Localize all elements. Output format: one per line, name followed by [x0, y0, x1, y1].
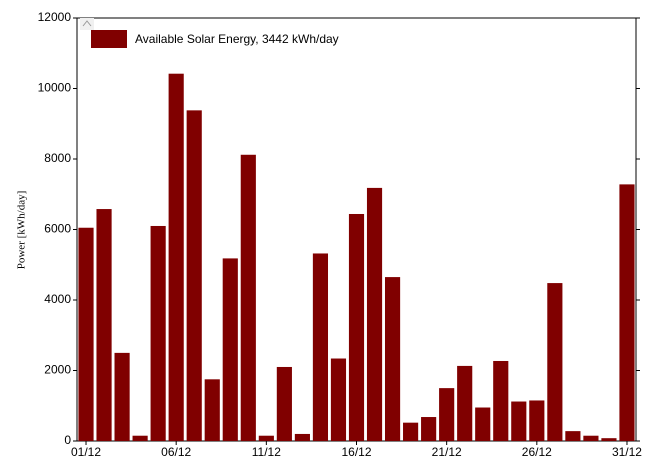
bar [366, 187, 383, 441]
y-tick-label: 8000 [44, 151, 71, 165]
bar [276, 366, 292, 441]
bar [493, 360, 509, 441]
y-tick-label: 2000 [44, 363, 71, 377]
bar [583, 435, 599, 441]
y-tick-label: 10000 [38, 81, 72, 95]
bar [330, 358, 347, 441]
legend-label: Available Solar Energy, 3442 kWh/day [135, 32, 339, 46]
legend-swatch [91, 30, 127, 48]
bar [150, 225, 166, 441]
bar [439, 388, 455, 441]
bar [168, 73, 184, 441]
x-tick-label: 31/12 [612, 445, 642, 459]
x-tick-label: 26/12 [522, 445, 552, 459]
y-tick-label: 6000 [44, 222, 71, 236]
x-tick-label: 11/12 [252, 445, 281, 459]
bar [547, 283, 563, 441]
bar [186, 110, 202, 441]
y-tick-label: 4000 [44, 292, 71, 306]
x-tick-label: 01/12 [71, 445, 101, 459]
scroll-icon [80, 18, 94, 30]
bar [421, 417, 437, 441]
bar [78, 227, 94, 441]
bar [403, 422, 419, 441]
bar [529, 400, 545, 441]
bar [294, 433, 310, 441]
bar [475, 407, 491, 441]
bar [222, 258, 238, 441]
bar [565, 431, 581, 441]
x-tick-label: 16/12 [341, 445, 371, 459]
y-axis-label: Power [kWh/day] [16, 191, 28, 270]
y-tick-label: 0 [64, 433, 71, 447]
bar [619, 184, 635, 441]
bar [384, 277, 401, 441]
bar [114, 352, 130, 441]
bar [511, 401, 527, 441]
x-tick-label: 21/12 [432, 445, 462, 459]
bar [204, 379, 220, 441]
bar [601, 438, 617, 441]
bar [348, 213, 365, 441]
bar [240, 154, 256, 441]
bar [96, 209, 112, 441]
bar [258, 435, 274, 441]
bar [312, 253, 329, 441]
y-tick-label: 12000 [38, 10, 72, 24]
bar [132, 435, 148, 441]
x-tick-label: 06/12 [161, 445, 191, 459]
bar [457, 365, 473, 441]
